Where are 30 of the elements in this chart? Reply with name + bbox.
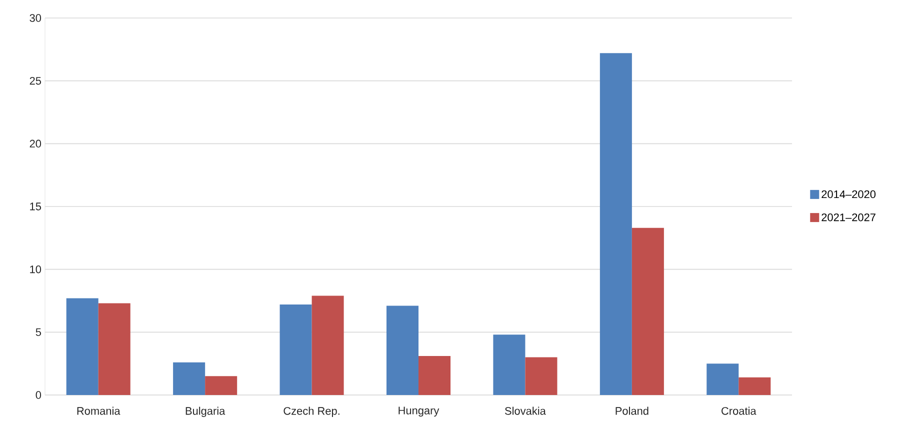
x-tick-label: Romania (77, 406, 120, 415)
x-tick-label: Hungary (398, 406, 440, 417)
bar (493, 334, 526, 395)
y-tick-label: 5 (36, 328, 42, 336)
legend-label: 2021–2027 (822, 213, 876, 222)
x-tick-label: Bulgaria (186, 406, 226, 417)
x-tick-label: Poland (616, 406, 648, 415)
bar (280, 304, 312, 395)
bar (386, 306, 418, 395)
legend-label: 2014–2020 (822, 190, 876, 198)
bar (173, 362, 206, 395)
bar (66, 298, 98, 395)
bar (600, 53, 632, 395)
bar (632, 228, 664, 395)
bar (706, 364, 739, 395)
bar (205, 376, 238, 395)
y-tick-label: 25 (30, 76, 42, 85)
bar (418, 356, 451, 395)
bar (312, 296, 344, 395)
bar (738, 377, 771, 395)
y-tick-label: 30 (30, 14, 42, 22)
y-tick-label: 15 (30, 202, 42, 210)
y-tick-label: 10 (30, 265, 42, 274)
x-tick-label: Croatia (722, 406, 756, 415)
x-tick-label: Slovakia (505, 406, 546, 415)
y-tick-label: 0 (36, 391, 42, 399)
x-tick-label: Czech Rep. (284, 406, 340, 417)
bar (98, 303, 130, 395)
y-tick-label: 20 (30, 140, 42, 148)
bar (525, 357, 558, 395)
